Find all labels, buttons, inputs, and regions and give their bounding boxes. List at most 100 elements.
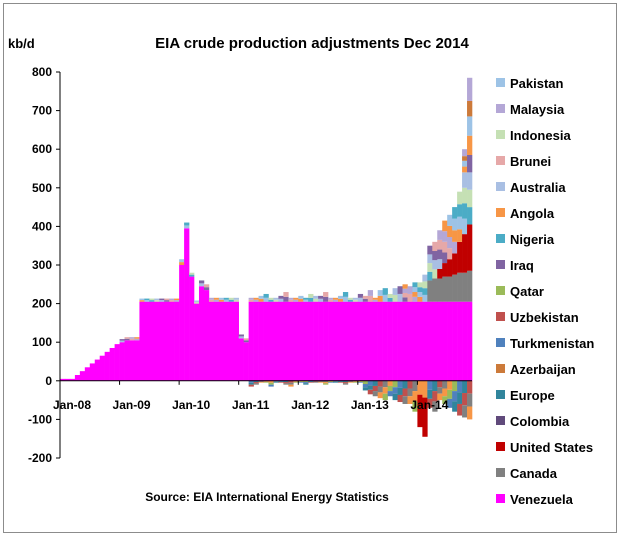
bar-other-positive bbox=[437, 230, 443, 240]
bar-other-positive bbox=[159, 300, 165, 302]
bar-venezuela bbox=[189, 276, 195, 381]
legend-label: Azerbaijan bbox=[510, 362, 576, 377]
bar-other-positive bbox=[457, 204, 463, 217]
bar-other-positive bbox=[323, 292, 329, 297]
bar-other-positive bbox=[417, 282, 423, 288]
bar-negative bbox=[407, 396, 413, 404]
bar-negative bbox=[278, 382, 284, 383]
bar-other-positive bbox=[213, 297, 220, 300]
legend-label: Turkmenistan bbox=[510, 336, 594, 351]
bar-other-positive bbox=[198, 280, 205, 284]
bar-other-positive bbox=[402, 284, 408, 289]
bar-united-states bbox=[452, 253, 458, 275]
bar-negative bbox=[347, 381, 354, 383]
bar-venezuela bbox=[104, 351, 110, 381]
bar-other-positive bbox=[248, 297, 254, 300]
bar-united-states bbox=[462, 234, 468, 273]
bar-negative bbox=[377, 386, 383, 393]
legend-swatch bbox=[496, 78, 505, 87]
bar-other-positive-top bbox=[462, 156, 468, 161]
bar-venezuela bbox=[382, 301, 388, 381]
bar-negative bbox=[352, 382, 359, 383]
bar-negative bbox=[298, 382, 304, 383]
bar-negative-united-states bbox=[417, 394, 423, 428]
bar-other-positive bbox=[124, 338, 130, 341]
bar-other-positive bbox=[362, 295, 369, 299]
bar-other-positive bbox=[283, 292, 289, 297]
bar-other-positive-top bbox=[462, 166, 468, 173]
bar-other-positive bbox=[337, 295, 344, 299]
bar-other-positive bbox=[387, 297, 393, 302]
bar-negative bbox=[427, 389, 433, 399]
bar-negative bbox=[278, 381, 284, 383]
bar-other-positive bbox=[238, 336, 244, 339]
x-tick-label: Jan-09 bbox=[113, 398, 151, 412]
legend-swatch bbox=[496, 182, 505, 191]
bar-other-positive-top bbox=[462, 160, 468, 167]
bar-other-positive bbox=[367, 295, 374, 302]
bar-venezuela bbox=[457, 301, 463, 381]
bar-canada bbox=[462, 272, 468, 302]
bar-negative bbox=[313, 381, 319, 383]
bar-negative bbox=[447, 380, 453, 390]
y-tick-label: 500 bbox=[32, 181, 52, 195]
bar-negative bbox=[462, 380, 468, 394]
bar-negative bbox=[263, 381, 269, 383]
bar-other-positive bbox=[258, 298, 264, 302]
bar-negative bbox=[432, 401, 438, 412]
bar-other-positive bbox=[278, 298, 284, 302]
bar-other-positive bbox=[437, 249, 443, 260]
y-tick-label: 300 bbox=[32, 258, 52, 272]
bar-negative bbox=[258, 382, 264, 383]
bar-venezuela bbox=[328, 301, 334, 381]
bar-negative bbox=[352, 381, 359, 383]
bar-venezuela bbox=[94, 359, 101, 381]
bar-other-positive bbox=[268, 297, 274, 300]
bar-venezuela bbox=[144, 301, 150, 381]
bar-negative bbox=[467, 406, 473, 420]
bar-negative bbox=[362, 380, 369, 385]
bar-negative bbox=[402, 396, 408, 404]
bar-negative bbox=[437, 380, 443, 388]
bar-venezuela bbox=[288, 301, 294, 381]
y-axis-unit: kb/d bbox=[8, 36, 35, 51]
bar-other-positive bbox=[243, 340, 249, 343]
bar-negative bbox=[467, 393, 473, 407]
bar-venezuela bbox=[397, 301, 403, 381]
bar-other-positive bbox=[427, 254, 433, 264]
bar-venezuela bbox=[392, 301, 398, 381]
bar-negative bbox=[462, 405, 468, 418]
bar-negative bbox=[407, 388, 413, 397]
bar-other-positive bbox=[169, 300, 175, 302]
bar-venezuela bbox=[337, 301, 344, 381]
bar-venezuela bbox=[278, 301, 284, 381]
bar-negative bbox=[447, 389, 453, 399]
bar-venezuela bbox=[223, 301, 230, 381]
legend-label: Europe bbox=[510, 388, 555, 403]
bar-venezuela bbox=[253, 301, 259, 381]
bar-other-positive bbox=[194, 302, 200, 304]
bar-other-positive bbox=[392, 294, 398, 302]
bar-other-positive bbox=[318, 295, 324, 299]
bar-venezuela bbox=[362, 301, 369, 381]
x-tick-label: Jan-10 bbox=[172, 398, 210, 412]
chart-title: EIA crude production adjustments Dec 201… bbox=[155, 35, 469, 52]
bar-other-positive bbox=[223, 299, 230, 302]
bar-canada bbox=[427, 280, 433, 302]
bar-negative bbox=[313, 382, 319, 383]
x-tick-label: Jan-12 bbox=[291, 398, 329, 412]
bar-other-positive bbox=[467, 207, 473, 225]
bar-other-positive bbox=[442, 241, 448, 253]
bar-other-positive bbox=[194, 300, 200, 303]
bar-venezuela bbox=[154, 301, 160, 381]
y-tick-label: 700 bbox=[32, 104, 52, 118]
bar-other-positive bbox=[462, 203, 468, 219]
bar-negative bbox=[452, 401, 458, 412]
bar-negative bbox=[342, 382, 349, 384]
bar-other-positive bbox=[417, 292, 423, 297]
bar-venezuela bbox=[293, 301, 299, 381]
bar-other-positive bbox=[417, 287, 423, 293]
bar-other-positive bbox=[437, 239, 443, 250]
legend-swatch bbox=[496, 104, 505, 113]
bar-negative bbox=[318, 382, 324, 383]
